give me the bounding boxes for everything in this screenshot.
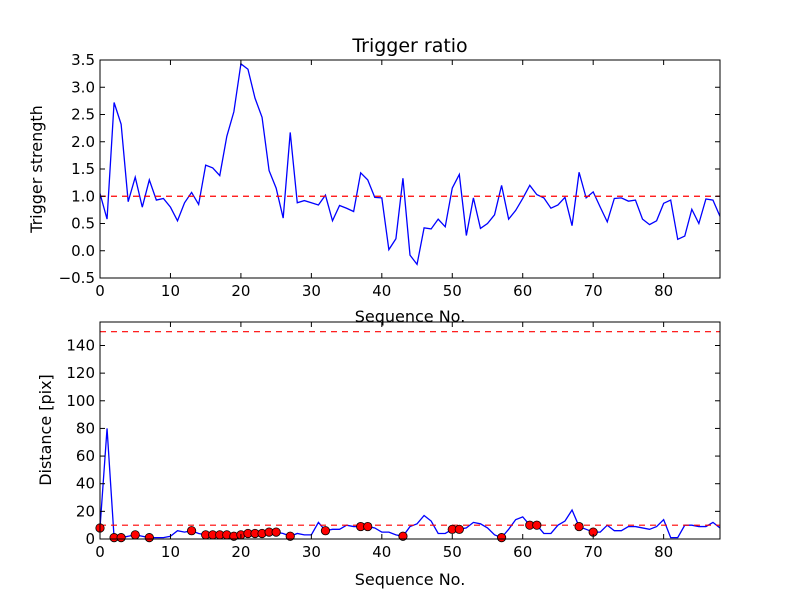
top-x-tick-label: 0 [95, 282, 105, 300]
top-x-axis-label: Sequence No. [355, 307, 466, 326]
distance-marker [144, 533, 154, 543]
distance-marker [454, 524, 464, 534]
bottom-x-tick-label: 0 [95, 543, 105, 561]
trigger-plot-area: 0 10 20 30 40 50 60 70 80 −0.5 0.0 0.5 1.0 1.5 2.0 2.5 3… [59, 51, 721, 300]
bottom-y-tick-label: 40 [76, 475, 95, 493]
bottom-x-tick-label: 80 [654, 543, 673, 561]
bottom-y-tick-label: 120 [66, 364, 95, 382]
trigger-ratio-chart: Trigger ratio 0 10 20 30 40 50 60 70 80 −0.5 0.0 0.… [27, 35, 721, 326]
chart-title: Trigger ratio [351, 35, 467, 57]
bottom-x-tick-label: 30 [302, 543, 321, 561]
bottom-x-axis-label: Sequence No. [355, 570, 466, 589]
distance-marker [285, 531, 295, 541]
top-x-tick-label: 40 [372, 282, 391, 300]
top-y-tick-label: 2.5 [71, 106, 95, 124]
top-x-tick-label: 20 [231, 282, 250, 300]
top-x-tick-label: 70 [584, 282, 603, 300]
distance-marker [186, 526, 197, 536]
top-x-tick-label: 30 [302, 282, 321, 300]
top-y-tick-label: 2.0 [71, 133, 95, 151]
bottom-axes-frame [99, 321, 721, 540]
bottom-x-tick-label: 20 [231, 543, 250, 561]
bottom-y-tick-label: 0 [85, 530, 95, 548]
bottom-x-tick-label: 60 [513, 543, 532, 561]
distance-marker [574, 521, 584, 532]
top-y-tick-label: 3.0 [71, 78, 95, 96]
top-x-tick-label: 10 [161, 282, 180, 300]
top-y-tick-label: 1.5 [71, 160, 95, 178]
distance-plot-area: 0 10 20 30 40 50 60 70 80 0 20 40 60 80 100 120 140 [66, 321, 721, 561]
bottom-y-tick-label: 140 [66, 336, 95, 354]
top-y-tick-label: 3.5 [71, 51, 95, 69]
distance-chart: 0 10 20 30 40 50 60 70 80 0 20 40 60 80 100 120 140 Sequ… [36, 321, 721, 589]
top-y-tick-label: 1.0 [71, 187, 95, 205]
bottom-x-tick-label: 50 [443, 543, 462, 561]
top-x-tick-label: 80 [654, 282, 673, 300]
top-x-tick-label: 60 [513, 282, 532, 300]
distance-marker [363, 521, 373, 532]
distance-marker [532, 520, 542, 530]
top-y-tick-label: −0.5 [59, 269, 95, 287]
bottom-y-tick-label: 20 [76, 502, 95, 520]
bottom-x-tick-label: 70 [584, 543, 603, 561]
top-series-line [99, 62, 721, 266]
distance-marker [271, 527, 281, 537]
bottom-x-tick-label: 40 [372, 543, 391, 561]
distance-marker [398, 531, 408, 541]
bottom-y-tick-label: 80 [76, 419, 95, 437]
bottom-y-axis-label: Distance [pix] [36, 374, 55, 486]
top-x-tick-label: 50 [443, 282, 462, 300]
distance-marker [320, 526, 331, 536]
top-y-tick-label: 0.5 [71, 215, 95, 233]
bottom-y-tick-label: 60 [76, 447, 95, 465]
top-y-axis-label: Trigger strength [27, 105, 46, 234]
bottom-x-tick-label: 10 [161, 543, 180, 561]
distance-marker [496, 533, 507, 543]
distance-marker [116, 533, 126, 543]
top-y-tick-label: 0.0 [71, 242, 95, 260]
distance-marker [130, 530, 140, 540]
bottom-y-tick-label: 100 [66, 392, 95, 410]
